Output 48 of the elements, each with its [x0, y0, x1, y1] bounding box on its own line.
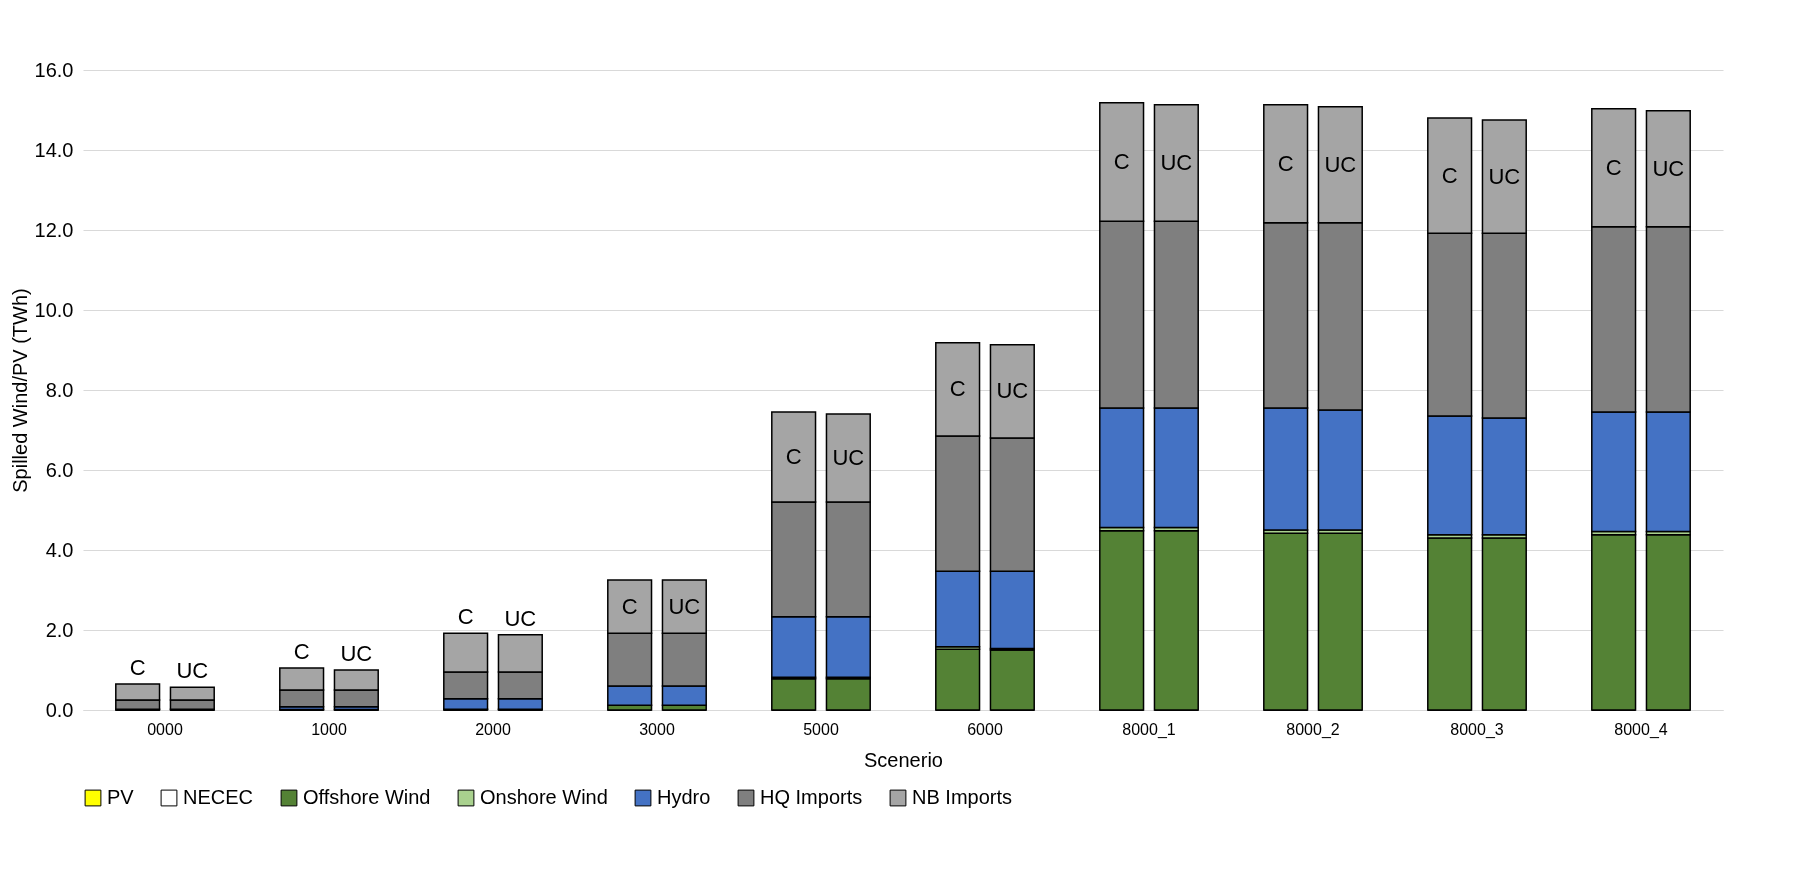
x-tick-label: C	[1277, 150, 1294, 176]
y-tick-label: 2.0	[45, 618, 74, 641]
x-tick-label: C	[785, 444, 802, 469]
text: 8000_1	[1122, 721, 1176, 739]
x-tick-label: C	[621, 593, 638, 619]
y-tick-label: 8.0	[45, 378, 74, 401]
legend-label: HQ Imports	[760, 786, 863, 808]
y-tick-label: 14.0	[34, 138, 74, 161]
x-tick-label: UC	[176, 658, 209, 684]
text: 8000_2	[1286, 721, 1340, 739]
x-tick-label: UC	[668, 593, 701, 619]
y-tick-label: 12.0	[34, 218, 74, 241]
x-tick-label: C	[1113, 149, 1130, 174]
x-tick-label: UC	[340, 641, 373, 666]
x-tick-label: C	[949, 376, 966, 402]
x-tick-label: UC	[504, 605, 537, 631]
y-tick-label: 6.0	[45, 458, 74, 481]
x-axis-title: Scenerio	[864, 748, 943, 771]
x-tick-label: C	[293, 639, 310, 664]
y-tick-label: 0.0	[45, 698, 74, 721]
text: 5000	[803, 721, 839, 738]
x-tick-label: C	[1441, 162, 1458, 188]
text: 8000_3	[1450, 721, 1504, 739]
x-tick-label: UC	[832, 445, 865, 470]
legend-label: NB Imports	[912, 786, 1013, 808]
x-tick-label: C	[129, 655, 146, 680]
x-tick-label: UC	[996, 378, 1029, 404]
y-tick-label: 16.0	[34, 58, 74, 81]
text: 2000	[475, 721, 511, 738]
text: 3000	[639, 721, 675, 738]
y-tick-label: 10.0	[34, 298, 74, 321]
legend-label: NECEC	[183, 786, 254, 808]
legend-label: Hydro	[657, 786, 711, 808]
legend-label: Offshore Wind	[303, 786, 431, 808]
legend-label: Onshore Wind	[480, 786, 608, 808]
x-tick-label: UC	[1488, 163, 1521, 189]
text: 0000	[147, 721, 183, 738]
x-tick-label: UC	[1652, 155, 1685, 181]
x-tick-label: C	[457, 604, 474, 630]
y-tick-label: 4.0	[45, 538, 74, 561]
text: 6000	[967, 721, 1003, 738]
x-tick-label: UC	[1324, 151, 1357, 177]
text: 1000	[311, 721, 347, 738]
y-axis-title: Spilled Wind/PV (TWh)	[8, 288, 31, 493]
legend-label: PV	[107, 786, 135, 808]
x-tick-label: UC	[1160, 150, 1193, 175]
x-tick-label: C	[1605, 154, 1622, 180]
text: 8000_4	[1614, 721, 1668, 739]
